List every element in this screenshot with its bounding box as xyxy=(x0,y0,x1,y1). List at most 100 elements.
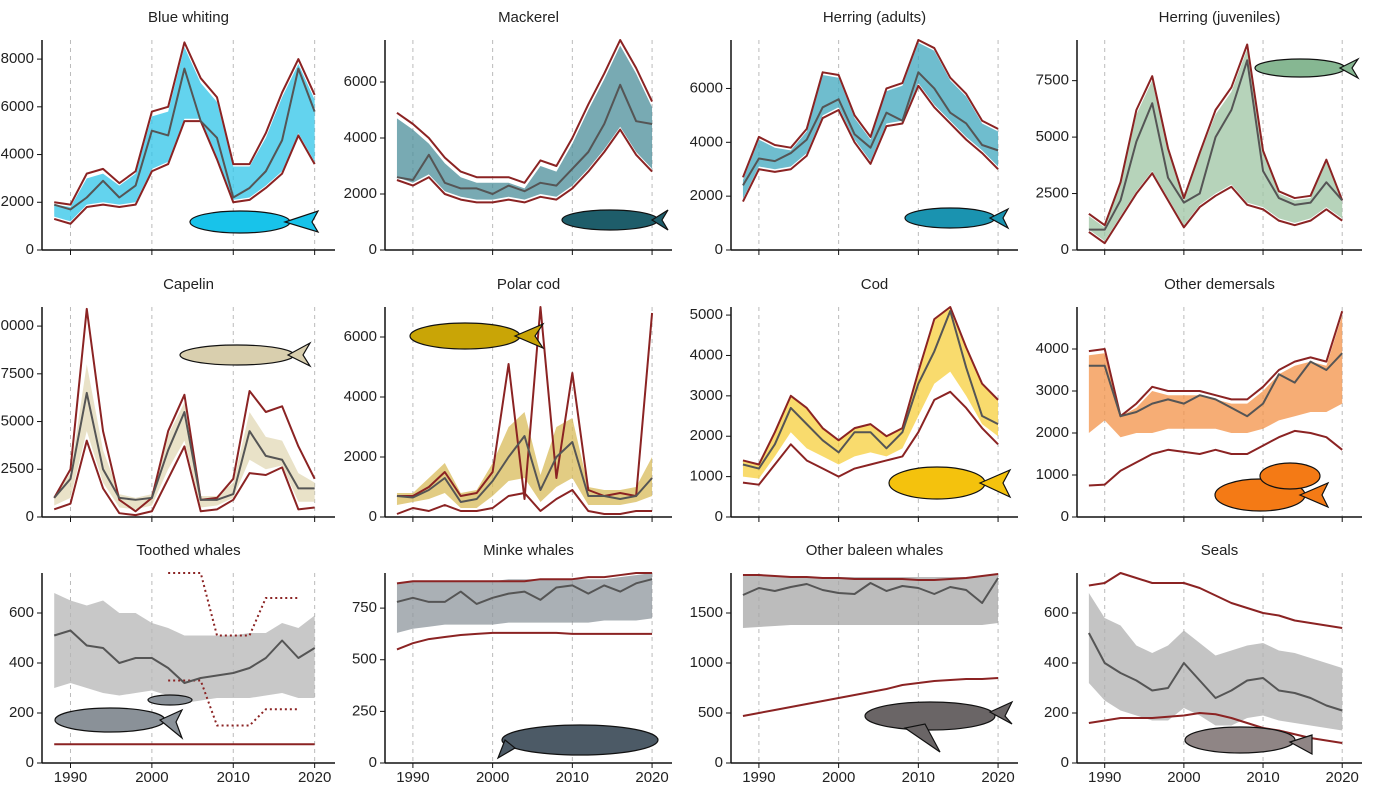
panel-title: Cod xyxy=(861,276,889,293)
panel-title: Minke whales xyxy=(483,542,574,559)
y-tick-label: 2000 xyxy=(344,185,377,202)
icon-polar-cod xyxy=(410,323,543,349)
panel: Other baleen whales 1990 2000 2010 2020 0 500 1… xyxy=(690,542,1018,786)
y-tick-label: 3000 xyxy=(690,387,723,404)
x-tick-label: 2010 xyxy=(902,769,935,786)
icon-minke-whales xyxy=(498,725,658,758)
x-tick-label: 2000 xyxy=(1167,769,1200,786)
y-tick-label: 0 xyxy=(26,754,34,771)
panel-title: Herring (adults) xyxy=(823,9,926,26)
uncertainty-band xyxy=(1089,315,1342,437)
icon-toothed-whales xyxy=(55,695,192,738)
panel: Herring (juveniles)0250050007500 xyxy=(1036,9,1362,258)
panel-title: Mackerel xyxy=(498,9,559,26)
x-tick-label: 2020 xyxy=(981,769,1014,786)
y-tick-label: 0 xyxy=(26,508,34,525)
y-tick-label: 600 xyxy=(9,604,34,621)
y-tick-label: 2500 xyxy=(1,460,34,477)
icon-other-baleen-whales xyxy=(865,702,1012,752)
icon-cod xyxy=(889,467,1010,499)
panel-title: Other baleen whales xyxy=(806,542,944,559)
y-tick-label: 200 xyxy=(1044,704,1069,721)
y-tick-label: 4000 xyxy=(1036,340,1069,357)
panel-title: Other demersals xyxy=(1164,276,1275,293)
y-tick-label: 2000 xyxy=(1,193,34,210)
y-tick-label: 7500 xyxy=(1,365,34,382)
y-tick-label: 0 xyxy=(369,508,377,525)
figure: Blue whiting02000400060008000Mackerel020… xyxy=(0,0,1381,788)
x-tick-label: 2020 xyxy=(298,769,331,786)
uncertainty-band xyxy=(54,47,314,221)
y-tick-label: 400 xyxy=(9,654,34,671)
panel-title: Polar cod xyxy=(497,276,560,293)
panel: Capelin 0 2500 5000 7500 10000 xyxy=(0,276,335,525)
y-tick-label: 0 xyxy=(26,241,34,258)
y-tick-label: 750 xyxy=(352,599,377,616)
y-tick-label: 0 xyxy=(1061,754,1069,771)
y-tick-label: 0 xyxy=(715,241,723,258)
y-tick-label: 0 xyxy=(715,508,723,525)
y-tick-label: 0 xyxy=(369,754,377,771)
y-tick-label: 1000 xyxy=(690,654,723,671)
series-line xyxy=(397,633,652,650)
y-tick-label: 3000 xyxy=(1036,382,1069,399)
y-tick-label: 10000 xyxy=(0,317,34,334)
page: Blue whiting02000400060008000Mackerel020… xyxy=(0,0,1381,788)
x-tick-label: 1990 xyxy=(1088,769,1121,786)
y-tick-label: 6000 xyxy=(344,73,377,90)
x-tick-label: 2000 xyxy=(476,769,509,786)
y-tick-label: 4000 xyxy=(690,133,723,150)
icon-herring-adults xyxy=(905,208,1008,228)
uncertainty-band xyxy=(743,43,998,199)
y-tick-label: 0 xyxy=(715,754,723,771)
x-tick-label: 1990 xyxy=(396,769,429,786)
y-tick-label: 500 xyxy=(698,704,723,721)
y-tick-label: 5000 xyxy=(1036,128,1069,145)
panel: Toothed whales 1990 2000 2010 2020 0 200 400 600 xyxy=(9,542,335,786)
y-tick-label: 8000 xyxy=(1,50,34,67)
y-tick-label: 4000 xyxy=(344,388,377,405)
y-tick-label: 2000 xyxy=(690,427,723,444)
panel-title: Blue whiting xyxy=(148,9,229,26)
y-tick-label: 500 xyxy=(352,651,377,668)
x-tick-label: 2010 xyxy=(1246,769,1279,786)
y-tick-label: 0 xyxy=(1061,508,1069,525)
y-tick-label: 2000 xyxy=(1036,424,1069,441)
y-tick-label: 200 xyxy=(9,704,34,721)
series-line xyxy=(1089,573,1342,628)
y-tick-label: 600 xyxy=(1044,604,1069,621)
y-tick-label: 6000 xyxy=(690,79,723,96)
y-tick-label: 2000 xyxy=(690,187,723,204)
x-tick-label: 1990 xyxy=(742,769,775,786)
x-tick-label: 1990 xyxy=(54,769,87,786)
panel-title: Seals xyxy=(1201,542,1239,559)
x-tick-label: 2010 xyxy=(217,769,250,786)
y-tick-label: 0 xyxy=(369,241,377,258)
y-tick-label: 4000 xyxy=(344,129,377,146)
panel-title: Capelin xyxy=(163,276,214,293)
icon-seals xyxy=(1185,727,1312,754)
y-tick-label: 2000 xyxy=(344,448,377,465)
y-tick-label: 2500 xyxy=(1036,185,1069,202)
uncertainty-band xyxy=(397,46,652,200)
x-tick-label: 2000 xyxy=(135,769,168,786)
panel: Other demersals01000200030004000 xyxy=(1036,276,1362,525)
y-tick-label: 4000 xyxy=(1,146,34,163)
y-tick-label: 6000 xyxy=(344,328,377,345)
y-tick-label: 6000 xyxy=(1,98,34,115)
y-tick-label: 0 xyxy=(1061,241,1069,258)
x-tick-label: 2020 xyxy=(635,769,668,786)
y-tick-label: 5000 xyxy=(1,413,34,430)
y-tick-label: 4000 xyxy=(690,346,723,363)
uncertainty-band xyxy=(54,364,314,509)
x-tick-label: 2000 xyxy=(822,769,855,786)
y-tick-label: 1500 xyxy=(690,604,723,621)
x-tick-label: 2010 xyxy=(556,769,589,786)
icon-other-demersals xyxy=(1215,463,1328,511)
x-tick-label: 2020 xyxy=(1326,769,1359,786)
panel: Polar cod 0 2000 4000 6000 xyxy=(344,276,672,525)
panel-title: Toothed whales xyxy=(136,542,240,559)
y-tick-label: 400 xyxy=(1044,654,1069,671)
y-tick-label: 250 xyxy=(352,702,377,719)
y-tick-label: 5000 xyxy=(690,306,723,323)
